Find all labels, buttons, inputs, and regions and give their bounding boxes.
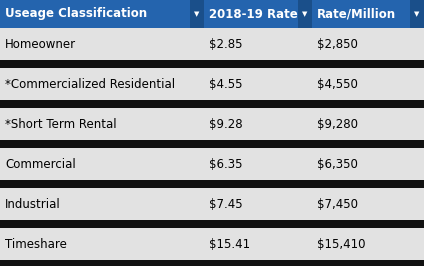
Text: Rate/Million: Rate/Million (317, 7, 396, 20)
Text: $7,450: $7,450 (317, 197, 358, 210)
Text: 2018-19 Rate: 2018-19 Rate (209, 7, 298, 20)
Bar (0, 180, 424, 188)
Text: Industrial: Industrial (5, 197, 61, 210)
Text: $9,280: $9,280 (317, 118, 358, 131)
Bar (0, 228, 424, 260)
Bar (0, 60, 424, 68)
Text: $9.28: $9.28 (209, 118, 243, 131)
Text: *Commercialized Residential: *Commercialized Residential (5, 77, 175, 90)
Bar (0, 220, 424, 228)
Text: *Short Term Rental: *Short Term Rental (5, 118, 117, 131)
Bar (298, 0, 312, 28)
Text: Timeshare: Timeshare (5, 238, 67, 251)
Bar (0, 188, 424, 220)
Text: Commercial: Commercial (5, 157, 76, 171)
Bar (0, 68, 424, 100)
Text: $4.55: $4.55 (209, 77, 243, 90)
Bar (190, 0, 204, 28)
Text: $6.35: $6.35 (209, 157, 243, 171)
Text: $4,550: $4,550 (317, 77, 358, 90)
Text: $15,410: $15,410 (317, 238, 365, 251)
Text: Useage Classification: Useage Classification (5, 7, 147, 20)
Bar (0, 100, 424, 108)
Bar (0, 0, 204, 28)
Bar (204, 0, 312, 28)
Text: $15.41: $15.41 (209, 238, 250, 251)
Text: $2.85: $2.85 (209, 38, 243, 51)
Bar (312, 0, 424, 28)
Text: $2,850: $2,850 (317, 38, 358, 51)
Text: ▼: ▼ (194, 11, 200, 17)
Bar (0, 28, 424, 60)
Bar (410, 0, 424, 28)
Bar (0, 148, 424, 180)
Text: ▼: ▼ (414, 11, 420, 17)
Text: ▼: ▼ (302, 11, 308, 17)
Text: $7.45: $7.45 (209, 197, 243, 210)
Text: Homeowner: Homeowner (5, 38, 76, 51)
Text: $6,350: $6,350 (317, 157, 358, 171)
Bar (0, 108, 424, 140)
Bar (0, 140, 424, 148)
